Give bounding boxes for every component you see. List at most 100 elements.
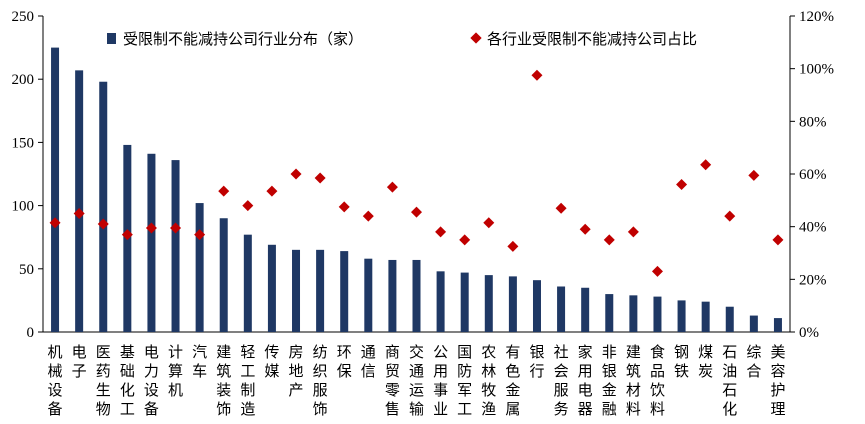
bar bbox=[364, 258, 373, 332]
bar bbox=[316, 249, 325, 332]
data-point bbox=[121, 229, 133, 241]
category-label: 交通运输 bbox=[409, 343, 424, 418]
data-point bbox=[218, 185, 230, 197]
left-tick-label: 150 bbox=[12, 135, 35, 151]
bar bbox=[171, 160, 180, 332]
bar bbox=[773, 318, 782, 332]
bar bbox=[99, 81, 108, 332]
category-label: 建筑材料 bbox=[626, 343, 641, 418]
data-point bbox=[531, 69, 543, 81]
category-label: 家用电器 bbox=[578, 343, 593, 418]
data-point bbox=[772, 234, 784, 246]
bar bbox=[51, 47, 60, 332]
data-point bbox=[603, 234, 615, 246]
data-point bbox=[242, 200, 254, 212]
right-tick-label: 40% bbox=[799, 220, 827, 236]
bar bbox=[388, 259, 397, 332]
category-label: 计算机 bbox=[168, 343, 183, 399]
category-label: 非银金融 bbox=[602, 343, 617, 418]
category-label: 煤炭 bbox=[698, 343, 713, 380]
bar bbox=[147, 153, 156, 332]
category-label: 银行 bbox=[529, 343, 544, 380]
right-tick-label: 100% bbox=[799, 62, 834, 78]
category-label: 有色金属 bbox=[505, 343, 520, 418]
data-point bbox=[579, 223, 591, 235]
bar bbox=[412, 259, 421, 332]
bar bbox=[340, 251, 349, 332]
data-point bbox=[314, 172, 326, 184]
bar bbox=[653, 296, 662, 332]
category-label: 传媒 bbox=[264, 343, 279, 380]
data-point bbox=[483, 217, 495, 229]
legend-bar-label: 受限制不能减持公司行业分布（家） bbox=[123, 30, 363, 48]
category-label: 食品饮料 bbox=[650, 343, 665, 418]
scatter-series bbox=[49, 69, 784, 277]
bar bbox=[460, 272, 469, 332]
category-label: 机械设备 bbox=[48, 343, 63, 418]
category-label: 建筑装饰 bbox=[216, 343, 231, 418]
bar bbox=[581, 287, 590, 332]
category-label: 电子 bbox=[72, 343, 87, 380]
left-tick-label: 100 bbox=[12, 199, 35, 215]
bar bbox=[725, 306, 734, 332]
bar bbox=[243, 234, 252, 332]
data-point bbox=[700, 159, 712, 171]
right-tick-label: 80% bbox=[799, 114, 827, 130]
right-tick-label: 0% bbox=[799, 325, 819, 341]
data-point bbox=[194, 229, 206, 241]
category-label: 商贸零售 bbox=[385, 343, 400, 418]
legend-bar-swatch bbox=[107, 33, 116, 44]
category-label: 国防军工 bbox=[457, 343, 472, 418]
data-point bbox=[411, 206, 422, 218]
category-label: 纺织服饰 bbox=[313, 343, 328, 418]
bar bbox=[219, 218, 228, 332]
bar bbox=[701, 301, 710, 332]
bar bbox=[75, 70, 84, 333]
category-label: 医药生物 bbox=[96, 343, 111, 418]
bar bbox=[629, 295, 638, 332]
right-tick-label: 120% bbox=[799, 9, 834, 25]
category-label: 美容护理 bbox=[770, 343, 785, 418]
right-tick-label: 60% bbox=[799, 167, 827, 183]
data-point bbox=[435, 226, 447, 238]
bar bbox=[195, 203, 204, 332]
right-tick-label: 20% bbox=[799, 272, 827, 288]
legend-point-swatch bbox=[470, 32, 482, 44]
category-label: 农林牧渔 bbox=[481, 343, 496, 418]
data-point bbox=[266, 185, 278, 197]
data-point bbox=[290, 168, 302, 180]
legend-point-label: 各行业受限制不能减持公司占比 bbox=[487, 30, 697, 48]
data-point bbox=[555, 202, 567, 214]
data-point bbox=[338, 201, 350, 213]
bar bbox=[292, 249, 301, 332]
data-point bbox=[49, 217, 61, 229]
data-point bbox=[676, 179, 688, 191]
data-point bbox=[748, 169, 760, 181]
data-point bbox=[386, 181, 398, 193]
data-point bbox=[627, 226, 639, 238]
data-point bbox=[73, 208, 85, 219]
category-label: 通信 bbox=[361, 343, 376, 380]
bar bbox=[557, 286, 566, 332]
data-point bbox=[459, 234, 471, 246]
category-label: 社会服务 bbox=[554, 343, 569, 418]
legend: 受限制不能减持公司行业分布（家） 各行业受限制不能减持公司占比 bbox=[107, 30, 697, 48]
data-point bbox=[97, 218, 109, 230]
category-label: 汽车 bbox=[192, 343, 207, 380]
left-tick-label: 200 bbox=[12, 72, 35, 88]
data-point bbox=[724, 210, 736, 222]
bar bbox=[677, 300, 686, 332]
bar bbox=[436, 271, 445, 332]
category-label: 环保 bbox=[337, 343, 352, 380]
category-label: 房地产 bbox=[289, 343, 304, 399]
category-label: 石油石化 bbox=[722, 343, 737, 418]
category-labels: 机械设备电子医药生物基础化工电力设备计算机汽车建筑装饰轻工制造传媒房地产纺织服饰… bbox=[48, 343, 786, 418]
category-label: 综合 bbox=[746, 343, 761, 380]
bar bbox=[508, 276, 517, 332]
bar bbox=[484, 275, 493, 332]
category-label: 钢铁 bbox=[674, 343, 689, 380]
category-label: 轻工制造 bbox=[240, 343, 255, 418]
bar-series bbox=[51, 47, 782, 333]
data-point bbox=[145, 222, 157, 234]
